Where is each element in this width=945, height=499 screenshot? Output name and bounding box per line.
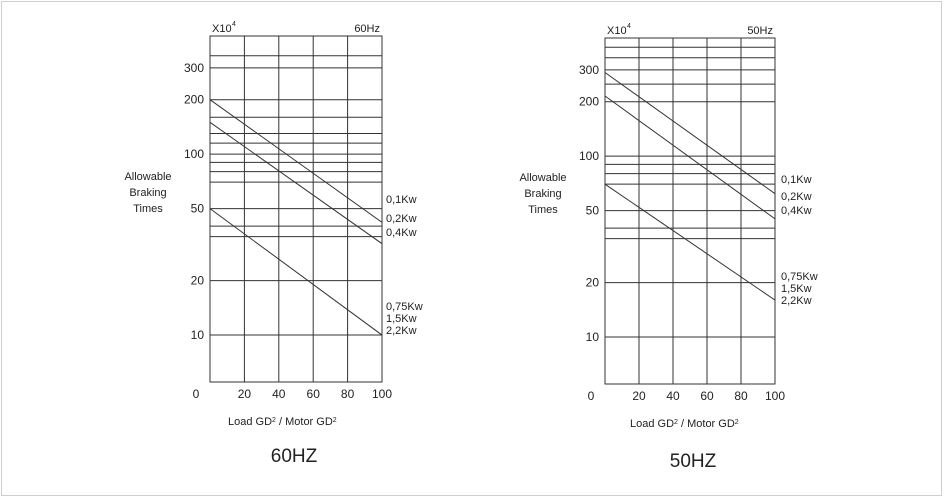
chart1-x-tick-label: 60	[307, 387, 321, 401]
chart2-x-tick-label: 100	[765, 389, 785, 403]
chart1-multiplier-exponent: 4	[232, 21, 236, 28]
chart2-x-tick-label: 20	[632, 389, 646, 403]
chart1-series-line-2	[209, 121, 383, 245]
chart2-series-end-label: 2,2Kw	[781, 295, 812, 307]
chart1-x-tick-label: 80	[341, 387, 355, 401]
chart2-y-tick-label: 10	[586, 330, 600, 344]
chart1-x-axis-label-part: / Motor GD	[276, 416, 333, 428]
chart1-x-tick-label: 0	[193, 387, 200, 401]
chart2-caption: 50HZ	[670, 451, 717, 472]
chart1-panel-title: 60Hz	[354, 23, 380, 35]
chart1-series-end-label: 0,75Kw	[386, 301, 423, 313]
chart1-y-axis-label-line: Allowable	[124, 171, 171, 183]
chart1-y-axis-label-line: Times	[133, 203, 163, 215]
chart1-multiplier: X10	[212, 23, 232, 35]
chart1-y-tick-label: 200	[184, 93, 204, 107]
chart2-x-axis-label-part: Load GD	[630, 418, 674, 430]
chart2-x-axis-label: Load GD2 / Motor GD2	[630, 418, 739, 430]
chart1-x-tick-label: 20	[238, 387, 252, 401]
chart1-series-end-label: 0,2Kw	[386, 213, 417, 225]
chart2-series-line-2	[604, 95, 776, 220]
chart1-series-line-3	[209, 208, 383, 336]
chart2-series-end-label: 0,2Kw	[781, 191, 812, 203]
chart2-x-axis-label-part: 2	[735, 419, 739, 426]
chart2-y-axis-label-line: Times	[528, 204, 558, 216]
chart1-x-tick-label: 100	[372, 387, 392, 401]
chart1-series-line-1	[209, 99, 383, 223]
chart1-x-tick-label: 40	[272, 387, 286, 401]
chart1-y-tick-label: 300	[184, 61, 204, 75]
chart1-x-axis-label: Load GD2 / Motor GD2	[228, 416, 337, 428]
chart2-y-tick-label: 300	[579, 63, 599, 77]
chart1-series-end-label: 1,5Kw	[386, 313, 417, 325]
chart1-x-axis-label-part: Load GD	[228, 416, 272, 428]
chart2-multiplier: X10	[607, 25, 627, 37]
chart2-y-tick-label: 20	[586, 276, 600, 290]
chart1-caption: 60HZ	[271, 446, 318, 467]
chart1-x-axis-label-part: 2	[272, 417, 276, 424]
chart2-x-tick-label: 40	[666, 389, 680, 403]
chart2-series-line-1	[604, 72, 776, 195]
chart1-y-tick-label: 20	[191, 274, 205, 288]
chart1-y-tick-label: 100	[184, 147, 204, 161]
chart1-x-axis-label-part: 2	[333, 417, 337, 424]
chart2-series-end-label: 0,75Kw	[781, 271, 818, 283]
chart1-series-end-label: 2,2Kw	[386, 325, 417, 337]
chart2-series-line-3	[604, 183, 776, 301]
chart2-x-tick-label: 0	[588, 389, 595, 403]
chart2-x-tick-label: 60	[700, 389, 714, 403]
chart2-y-tick-label: 200	[579, 95, 599, 109]
chart1-y-axis-label-line: Braking	[129, 187, 166, 199]
chart2-series-end-label: 0,4Kw	[781, 205, 812, 217]
chart1-y-tick-label: 50	[191, 202, 205, 216]
chart1-y-tick-label: 10	[191, 328, 205, 342]
chart2-series-end-label: 1,5Kw	[781, 283, 812, 295]
chart2-multiplier-exponent: 4	[627, 23, 631, 30]
chart2-x-axis-label-part: 2	[674, 419, 678, 426]
chart2-x-axis-label-part: / Motor GD	[678, 418, 735, 430]
chart2-panel-title: 50Hz	[747, 25, 773, 37]
chart1-series-end-label: 0,1Kw	[386, 194, 417, 206]
chart2-y-tick-label: 50	[586, 204, 600, 218]
chart2-y-axis-label-line: Allowable	[519, 172, 566, 184]
chart2-y-axis-label-line: Braking	[524, 188, 561, 200]
chart1-series-end-label: 0,4Kw	[386, 227, 417, 239]
chart2-x-tick-label: 80	[734, 389, 748, 403]
chart2-series-end-label: 0,1Kw	[781, 174, 812, 186]
chart2-y-tick-label: 100	[579, 149, 599, 163]
